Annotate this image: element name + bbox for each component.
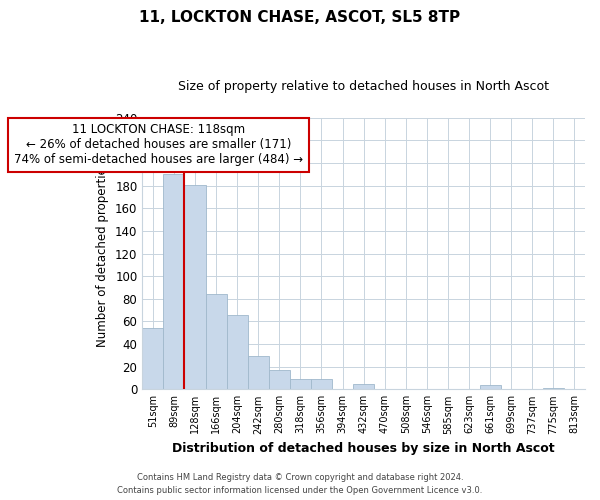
Bar (269, 370, 290, 390)
Bar (163, 174, 184, 390)
X-axis label: Distribution of detached houses by size in North Ascot: Distribution of detached houses by size … (172, 442, 555, 455)
Bar (479, 385, 500, 390)
Bar (248, 356, 269, 390)
Title: Size of property relative to detached houses in North Ascot: Size of property relative to detached ho… (178, 80, 549, 93)
Text: Contains HM Land Registry data © Crown copyright and database right 2024.
Contai: Contains HM Land Registry data © Crown c… (118, 474, 482, 495)
Bar (206, 294, 227, 390)
Bar (311, 379, 332, 390)
Text: 11, LOCKTON CHASE, ASCOT, SL5 8TP: 11, LOCKTON CHASE, ASCOT, SL5 8TP (139, 10, 461, 25)
Y-axis label: Number of detached properties: Number of detached properties (97, 160, 109, 346)
Bar (290, 379, 311, 390)
Bar (543, 388, 564, 390)
Text: 11 LOCKTON CHASE: 118sqm
← 26% of detached houses are smaller (171)
74% of semi-: 11 LOCKTON CHASE: 118sqm ← 26% of detach… (14, 124, 303, 166)
Bar (227, 314, 248, 390)
Bar (142, 328, 163, 390)
Bar (184, 184, 206, 390)
Bar (353, 384, 374, 390)
